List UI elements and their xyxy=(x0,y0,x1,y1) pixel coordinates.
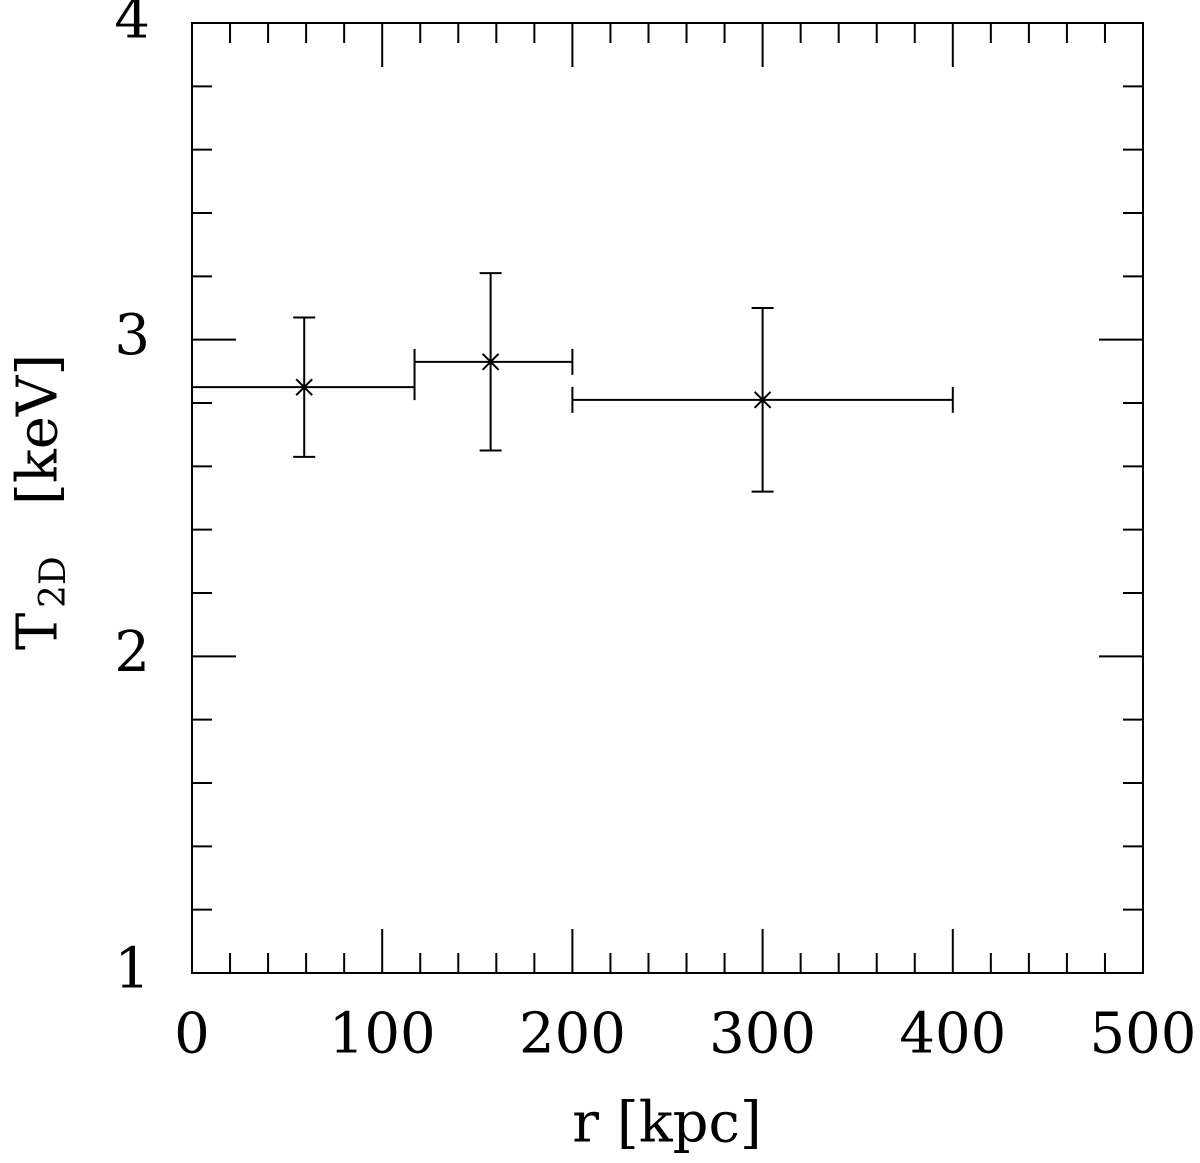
point xyxy=(753,391,772,409)
x-tick-label: 400 xyxy=(899,1002,1006,1067)
x-tick-label: 100 xyxy=(329,1002,436,1067)
y-tick-label: 1 xyxy=(114,937,150,1002)
x-axis-label: r [kpc] xyxy=(572,1091,761,1156)
point xyxy=(295,378,313,396)
plot-frame xyxy=(191,22,1144,974)
y-tick-label: 4 xyxy=(114,0,150,52)
y-label-sub: 2D xyxy=(33,556,74,608)
point xyxy=(481,353,500,371)
x-tick-label: 200 xyxy=(519,1002,626,1067)
x-error-bar xyxy=(413,348,574,375)
y-axis-label: T 2D [keV] xyxy=(6,354,75,650)
y-tick-label: 3 xyxy=(114,303,150,368)
x-tick-label: 0 xyxy=(174,1002,210,1067)
y-label-main: T xyxy=(6,613,71,650)
x-tick-label: 500 xyxy=(1090,1002,1197,1067)
y-label-unit: [keV] xyxy=(6,354,71,505)
x-tick-label: 300 xyxy=(709,1002,816,1067)
y-tick-label: 2 xyxy=(114,620,150,685)
